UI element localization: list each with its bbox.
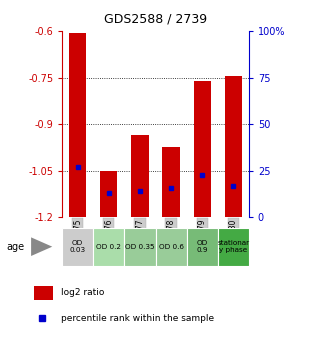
- Text: OD 0.2: OD 0.2: [96, 244, 121, 250]
- Bar: [225, 76, 242, 217]
- Text: GDS2588 / 2739: GDS2588 / 2739: [104, 12, 207, 25]
- Bar: [62, 228, 93, 266]
- Bar: [156, 228, 187, 266]
- Polygon shape: [31, 237, 52, 256]
- Bar: [132, 135, 149, 217]
- Bar: [162, 148, 180, 217]
- Bar: [218, 228, 249, 266]
- Text: percentile rank within the sample: percentile rank within the sample: [61, 314, 214, 323]
- Text: OD 0.35: OD 0.35: [125, 244, 155, 250]
- Bar: [34, 286, 53, 300]
- Bar: [187, 228, 218, 266]
- Bar: [100, 171, 118, 217]
- Text: OD
0.9: OD 0.9: [197, 240, 208, 253]
- Bar: [93, 228, 124, 266]
- Text: OD
0.03: OD 0.03: [70, 240, 86, 253]
- Bar: [69, 33, 86, 217]
- Text: age: age: [6, 242, 24, 252]
- Bar: [124, 228, 156, 266]
- Text: stationar
y phase: stationar y phase: [217, 240, 249, 253]
- Text: OD 0.6: OD 0.6: [159, 244, 183, 250]
- Text: log2 ratio: log2 ratio: [61, 288, 104, 297]
- Bar: [193, 81, 211, 217]
